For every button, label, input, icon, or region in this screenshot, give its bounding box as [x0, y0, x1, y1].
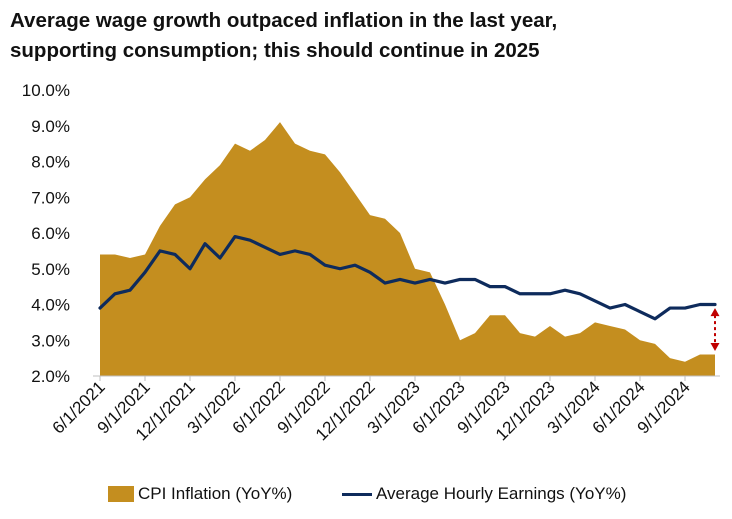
y-tick-label: 8.0%	[31, 153, 70, 172]
legend-label-earnings: Average Hourly Earnings (YoY%)	[376, 484, 627, 503]
y-tick-label: 10.0%	[22, 81, 70, 100]
y-tick-label: 5.0%	[31, 260, 70, 279]
chart-title-line-1: Average wage growth outpaced inflation i…	[10, 9, 558, 32]
legend-item-cpi: CPI Inflation (YoY%)	[108, 484, 292, 504]
earnings-swatch	[342, 492, 372, 496]
earnings-line	[98, 234, 717, 321]
gap-arrow-head-up	[710, 308, 720, 317]
legend-item-earnings: Average Hourly Earnings (YoY%)	[342, 484, 626, 504]
cpi-area-series	[100, 122, 715, 377]
earnings-line-series	[98, 234, 717, 321]
chart-title-line-2: supporting consumption; this should cont…	[10, 39, 540, 62]
cpi-area	[100, 122, 715, 377]
y-axis-ticks: 2.0% 3.0% 4.0% 5.0% 6.0% 7.0% 8.0% 9.0% 10.0%	[22, 81, 70, 386]
y-tick-label: 4.0%	[31, 296, 70, 315]
legend-label-cpi: CPI Inflation (YoY%)	[138, 484, 293, 503]
y-tick-label: 9.0%	[31, 117, 70, 136]
chart-title: Average wage growth outpaced inflation i…	[10, 6, 725, 66]
x-axis-ticks: 6/1/20219/1/202112/1/20213/1/20226/1/202…	[49, 377, 694, 444]
legend: CPI Inflation (YoY%) Average Hourly Earn…	[0, 484, 732, 510]
x-axis	[93, 375, 720, 381]
y-tick-label: 7.0%	[31, 188, 70, 207]
y-tick-label: 3.0%	[31, 331, 70, 350]
cpi-swatch	[108, 486, 134, 502]
y-tick-label: 2.0%	[31, 367, 70, 386]
gap-arrow-head-down	[710, 342, 720, 351]
y-tick-label: 6.0%	[31, 224, 70, 243]
gap-annotation	[710, 308, 720, 351]
